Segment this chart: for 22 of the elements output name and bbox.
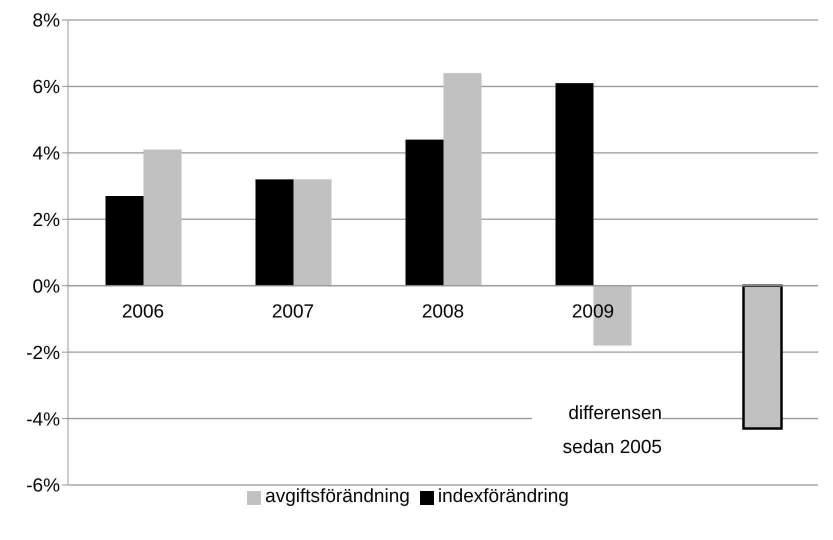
x-tick-label: 2009	[572, 301, 614, 322]
bar	[256, 179, 294, 286]
y-tick-label: 8%	[32, 10, 60, 32]
x-tick-label: 2008	[422, 301, 464, 322]
legend-label: indexförändring	[438, 486, 569, 507]
y-tick-label: 6%	[32, 77, 60, 98]
bar	[406, 140, 444, 286]
annotation: differensen sedan 2005	[532, 397, 662, 466]
y-tick-label: -2%	[26, 342, 60, 364]
bar	[294, 179, 332, 286]
y-tick-label: -4%	[26, 409, 60, 430]
y-tick-label: -6%	[26, 476, 60, 497]
x-tick-label: 2007	[272, 301, 314, 322]
y-tick-label: 2%	[32, 210, 60, 232]
y-tick-label: 0%	[32, 276, 60, 298]
bar	[556, 83, 594, 286]
legend-label: avgiftsförändning	[265, 486, 410, 507]
bar	[144, 150, 182, 286]
bar	[106, 196, 144, 286]
bar	[444, 73, 482, 286]
x-tick-label: 2006	[122, 301, 164, 322]
y-tick-label: 4%	[32, 144, 60, 165]
